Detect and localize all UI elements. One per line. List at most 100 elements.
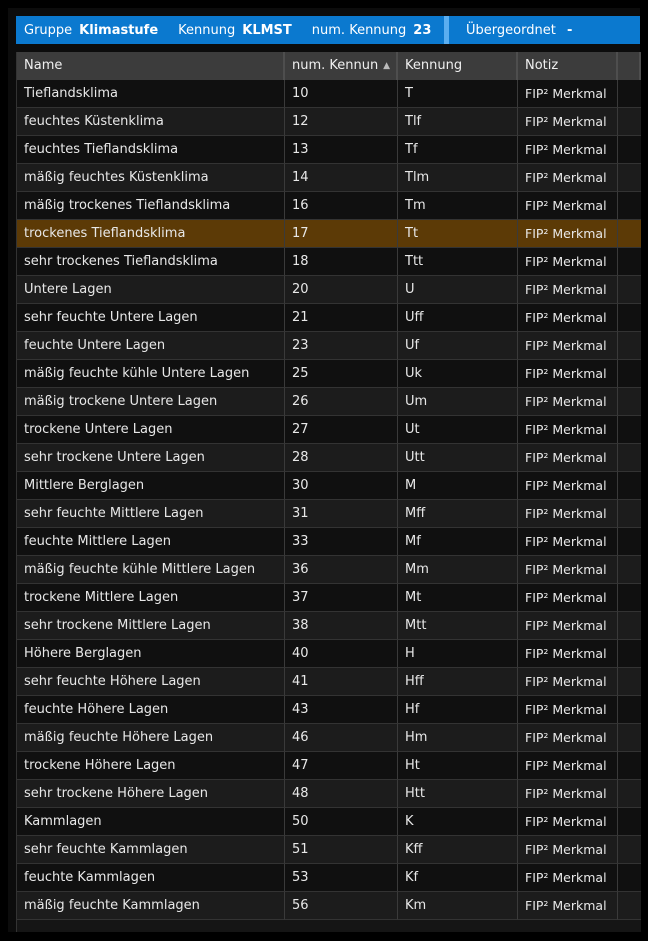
cell-num-code: 43 bbox=[285, 696, 398, 724]
cell-num-code: 38 bbox=[285, 612, 398, 640]
cell-code: Mff bbox=[398, 500, 518, 528]
cell-name: Höhere Berglagen bbox=[17, 640, 285, 668]
cell-num-code: 53 bbox=[285, 864, 398, 892]
cell-filler bbox=[618, 640, 641, 668]
table-row[interactable]: mäßig trockene Untere Lagen 26 Um FIP² Merk… bbox=[17, 388, 641, 416]
cell-name: sehr feuchte Untere Lagen bbox=[17, 304, 285, 332]
cell-code: Uff bbox=[398, 304, 518, 332]
cell-filler bbox=[618, 752, 641, 780]
cell-num-code: 16 bbox=[285, 192, 398, 220]
table-row[interactable]: trockene Höhere Lagen 47 Ht FIP² Merkmal bbox=[17, 752, 641, 780]
table-row[interactable]: mäßig feuchte Höhere Lagen 46 Hm FIP² Merkm… bbox=[17, 724, 641, 752]
table-row[interactable]: mäßig feuchtes Küstenklima 14 Tlm FIP² Merk… bbox=[17, 164, 641, 192]
table-row[interactable]: feuchtes Tieflandsklima 13 Tf FIP² Merkmal bbox=[17, 136, 641, 164]
cell-filler bbox=[618, 472, 641, 500]
cell-filler bbox=[618, 192, 641, 220]
table-row[interactable]: sehr trockenes Tieflandsklima 18 Ttt FIP² M… bbox=[17, 248, 641, 276]
table-row[interactable]: sehr feuchte Mittlere Lagen 31 Mff FIP² Mer… bbox=[17, 500, 641, 528]
cell-code: Um bbox=[398, 388, 518, 416]
cell-note: FIP² Merkmal bbox=[518, 668, 618, 696]
table-row[interactable]: sehr feuchte Untere Lagen 21 Uff FIP² Merkm… bbox=[17, 304, 641, 332]
table-row[interactable]: Untere Lagen 20 U FIP² Merkmal bbox=[17, 276, 641, 304]
cell-code: Kff bbox=[398, 836, 518, 864]
cell-num-code: 48 bbox=[285, 780, 398, 808]
cell-code: Ht bbox=[398, 752, 518, 780]
cell-name: sehr feuchte Kammlagen bbox=[17, 836, 285, 864]
cell-code: Mt bbox=[398, 584, 518, 612]
table-row[interactable]: sehr feuchte Kammlagen 51 Kff FIP² Merkmal bbox=[17, 836, 641, 864]
cell-num-code: 28 bbox=[285, 444, 398, 472]
table-row[interactable]: sehr feuchte Höhere Lagen 41 Hff FIP² Merkm… bbox=[17, 668, 641, 696]
table-row[interactable]: trockene Mittlere Lagen 37 Mt FIP² Merkmal bbox=[17, 584, 641, 612]
code-label: Kennung bbox=[178, 22, 236, 38]
cell-name: trockene Mittlere Lagen bbox=[17, 584, 285, 612]
table-row[interactable]: feuchte Höhere Lagen 43 Hf FIP² Merkmal bbox=[17, 696, 641, 724]
cell-note: FIP² Merkmal bbox=[518, 724, 618, 752]
table-row[interactable]: Tieflandsklima 10 T FIP² Merkmal bbox=[17, 80, 641, 108]
parent-label: Übergeordnet bbox=[466, 22, 556, 38]
cell-filler bbox=[618, 808, 641, 836]
table-row[interactable]: feuchte Untere Lagen 23 Uf FIP² Merkmal bbox=[17, 332, 641, 360]
cell-num-code: 37 bbox=[285, 584, 398, 612]
cell-filler bbox=[618, 388, 641, 416]
cell-note: FIP² Merkmal bbox=[518, 696, 618, 724]
column-header-code[interactable]: Kennung bbox=[398, 52, 518, 80]
cell-note: FIP² Merkmal bbox=[518, 612, 618, 640]
cell-name: mäßig feuchtes Küstenklima bbox=[17, 164, 285, 192]
cell-note: FIP² Merkmal bbox=[518, 892, 618, 920]
table-row[interactable]: mäßig feuchte Kammlagen 56 Km FIP² Merkmal bbox=[17, 892, 641, 920]
table-row[interactable]: mäßig feuchte kühle Untere Lagen 25 Uk FIP²… bbox=[17, 360, 641, 388]
cell-num-code: 20 bbox=[285, 276, 398, 304]
cell-num-code: 27 bbox=[285, 416, 398, 444]
table-row[interactable]: Kammlagen 50 K FIP² Merkmal bbox=[17, 808, 641, 836]
column-header-name[interactable]: Name bbox=[17, 52, 285, 80]
table-row[interactable]: feuchtes Küstenklima 12 Tlf FIP² Merkmal bbox=[17, 108, 641, 136]
column-header-note[interactable]: Notiz bbox=[518, 52, 618, 80]
cell-name: mäßig trockenes Tieflandsklima bbox=[17, 192, 285, 220]
cell-name: trockene Untere Lagen bbox=[17, 416, 285, 444]
cell-num-code: 40 bbox=[285, 640, 398, 668]
table-row[interactable]: feuchte Mittlere Lagen 33 Mf FIP² Merkmal bbox=[17, 528, 641, 556]
cell-note: FIP² Merkmal bbox=[518, 836, 618, 864]
cell-num-code: 56 bbox=[285, 892, 398, 920]
cell-filler bbox=[618, 836, 641, 864]
cell-filler bbox=[618, 248, 641, 276]
table-row[interactable]: feuchte Kammlagen 53 Kf FIP² Merkmal bbox=[17, 864, 641, 892]
cell-code: Hf bbox=[398, 696, 518, 724]
cell-code: Km bbox=[398, 892, 518, 920]
table-row[interactable]: Höhere Berglagen 40 H FIP² Merkmal bbox=[17, 640, 641, 668]
cell-filler bbox=[618, 108, 641, 136]
table-row[interactable]: mäßig feuchte kühle Mittlere Lagen 36 Mm FI… bbox=[17, 556, 641, 584]
table-row[interactable]: sehr trockene Untere Lagen 28 Utt FIP² Merk… bbox=[17, 444, 641, 472]
table-row[interactable]: Mittlere Berglagen 30 M FIP² Merkmal bbox=[17, 472, 641, 500]
cell-name: feuchtes Küstenklima bbox=[17, 108, 285, 136]
cell-num-code: 51 bbox=[285, 836, 398, 864]
cell-filler bbox=[618, 304, 641, 332]
cell-filler bbox=[618, 416, 641, 444]
group-info-bar: Gruppe Klimastufe Kennung KLMST num. Ken… bbox=[16, 16, 640, 44]
cell-note: FIP² Merkmal bbox=[518, 528, 618, 556]
table-row[interactable]: trockene Untere Lagen 27 Ut FIP² Merkmal bbox=[17, 416, 641, 444]
cell-note: FIP² Merkmal bbox=[518, 80, 618, 108]
table-row[interactable]: mäßig trockenes Tieflandsklima 16 Tm FIP² M… bbox=[17, 192, 641, 220]
column-header-filler bbox=[618, 52, 641, 80]
column-header-num-code[interactable]: num. Kennun ▲ bbox=[285, 52, 398, 80]
cell-name: Mittlere Berglagen bbox=[17, 472, 285, 500]
table-row[interactable]: sehr trockene Höhere Lagen 48 Htt FIP² Merk… bbox=[17, 780, 641, 808]
column-header-num-code-label: num. Kennun bbox=[292, 58, 379, 73]
table-row-selected[interactable]: trockenes Tieflandsklima 17 Tt FIP² Merkmal bbox=[17, 220, 641, 248]
cell-code: Kf bbox=[398, 864, 518, 892]
cell-code: Mf bbox=[398, 528, 518, 556]
cell-filler bbox=[618, 360, 641, 388]
cell-name: Tieflandsklima bbox=[17, 80, 285, 108]
cell-note: FIP² Merkmal bbox=[518, 416, 618, 444]
grid-rows: Tieflandsklima 10 T FIP² Merkmal feuchtes Kü… bbox=[17, 80, 641, 920]
cell-code: M bbox=[398, 472, 518, 500]
table-row[interactable]: sehr trockene Mittlere Lagen 38 Mtt FIP² Me… bbox=[17, 612, 641, 640]
cell-filler bbox=[618, 612, 641, 640]
cell-note: FIP² Merkmal bbox=[518, 164, 618, 192]
cell-name: mäßig feuchte Höhere Lagen bbox=[17, 724, 285, 752]
cell-code: K bbox=[398, 808, 518, 836]
cell-note: FIP² Merkmal bbox=[518, 472, 618, 500]
cell-num-code: 31 bbox=[285, 500, 398, 528]
